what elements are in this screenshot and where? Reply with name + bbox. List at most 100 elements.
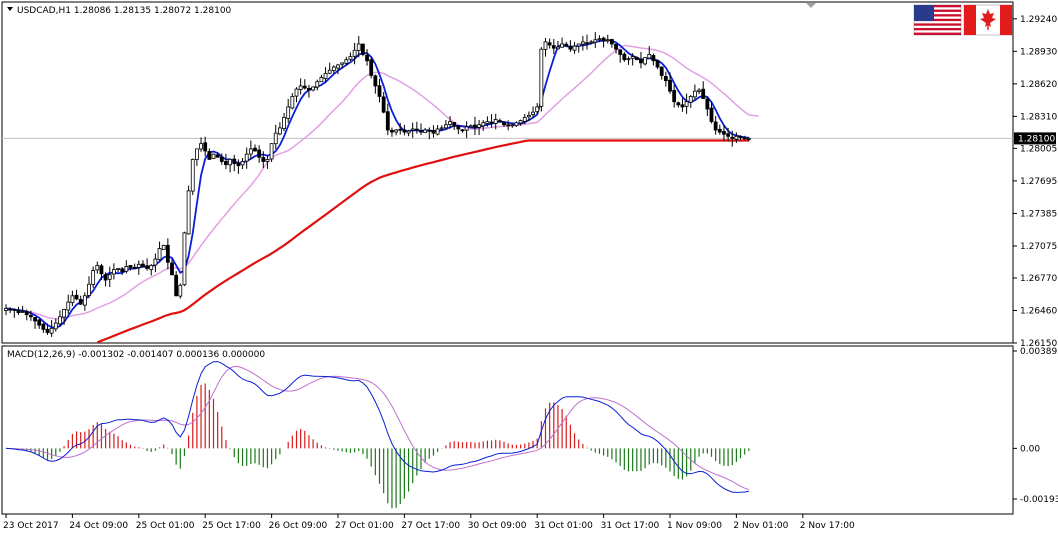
candle	[149, 264, 154, 276]
candle	[576, 43, 581, 53]
dropdown-triangle-icon[interactable]	[7, 7, 13, 11]
candle	[705, 96, 710, 116]
candle	[311, 86, 316, 92]
candle	[87, 276, 91, 299]
price-tick-label: 1.26150	[1020, 339, 1057, 349]
fast-ma-line	[5, 39, 749, 329]
candle	[655, 59, 660, 70]
candle	[37, 318, 42, 329]
candle	[535, 103, 540, 114]
candle	[419, 123, 423, 135]
candle	[128, 265, 133, 271]
price-pane[interactable]	[1, 1, 1014, 344]
candle	[286, 98, 291, 123]
candle	[199, 137, 203, 152]
candle	[560, 37, 564, 48]
price-tick-label: 1.27385	[1020, 209, 1057, 219]
candle	[601, 36, 606, 48]
candle	[348, 52, 353, 62]
candle	[730, 130, 735, 147]
candle	[439, 125, 444, 132]
candle	[381, 91, 386, 114]
candle	[12, 308, 17, 318]
candle	[668, 72, 672, 94]
candle	[717, 124, 722, 135]
candle	[273, 124, 278, 150]
candle	[91, 266, 96, 289]
candle	[344, 56, 349, 66]
candle	[452, 122, 457, 130]
candle	[676, 101, 681, 108]
candle	[53, 318, 58, 332]
candle	[693, 84, 697, 100]
time-tick-label: 2 Nov 01:00	[733, 521, 788, 531]
candle	[219, 153, 224, 165]
candle	[112, 263, 116, 280]
candle	[406, 129, 411, 137]
macd-tick-label: 0.003892	[1020, 347, 1058, 357]
macd-pane[interactable]	[1, 345, 1014, 515]
price-tick-label: 1.28620	[1020, 80, 1057, 90]
candle	[460, 129, 465, 133]
candle	[410, 122, 415, 138]
candle	[307, 84, 311, 98]
candle	[394, 128, 399, 136]
macd-axis: 0.003892 0.00 -0.00193	[1013, 347, 1058, 505]
candle	[365, 49, 369, 66]
price-tick-label: 1.28930	[1020, 47, 1057, 57]
candle	[331, 65, 336, 74]
candle	[8, 307, 13, 314]
candle	[203, 136, 208, 157]
candle	[502, 121, 506, 127]
candle	[531, 106, 535, 118]
price-tick-label: 1.28310	[1020, 112, 1057, 122]
candle	[390, 127, 394, 137]
candle	[33, 317, 37, 329]
candle	[103, 272, 108, 287]
candle	[680, 98, 685, 112]
shift-marker-icon[interactable]	[806, 3, 816, 8]
candle	[485, 116, 490, 127]
candle	[510, 124, 515, 128]
candle	[228, 158, 233, 173]
candle	[431, 125, 436, 138]
candle	[49, 320, 54, 337]
candle	[414, 121, 419, 134]
candle	[564, 41, 569, 47]
mid-ma-line	[5, 44, 750, 320]
candle	[74, 289, 79, 301]
candle	[647, 46, 652, 59]
candle	[99, 263, 104, 280]
macd-tick-label: 0.00	[1020, 444, 1040, 454]
candle	[186, 185, 191, 235]
canada-flag-icon	[963, 4, 1013, 36]
candle	[161, 244, 166, 250]
candle	[672, 84, 677, 108]
candle	[435, 125, 440, 136]
candle	[713, 116, 718, 135]
candle	[585, 34, 589, 50]
time-tick-label: 27 Oct 17:00	[401, 521, 460, 531]
candle	[41, 322, 46, 333]
time-tick-label: 25 Oct 17:00	[202, 521, 261, 531]
macd-main-line	[5, 361, 749, 493]
candle	[684, 93, 689, 114]
candle	[107, 266, 112, 288]
candle	[477, 119, 482, 136]
candle	[290, 93, 295, 110]
candle	[207, 148, 212, 161]
candle	[157, 241, 162, 262]
candle	[336, 63, 340, 75]
candle	[722, 125, 726, 142]
current-price-badge	[1014, 132, 1056, 145]
candle	[4, 304, 8, 316]
candle	[448, 116, 452, 129]
candle	[377, 79, 382, 103]
candle	[82, 292, 87, 311]
candle	[95, 261, 100, 274]
candle	[593, 32, 598, 48]
candle	[605, 34, 610, 44]
candle	[323, 67, 328, 83]
